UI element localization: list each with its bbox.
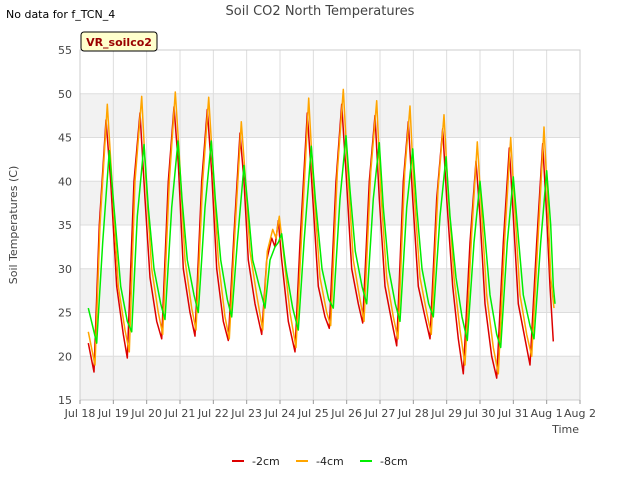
- series-line-2cm: [87, 103, 555, 379]
- chart-title: Soil CO2 North Temperatures: [226, 4, 415, 19]
- x-tick-label: Jul 22: [197, 407, 229, 420]
- legend-label: -4cm: [316, 455, 344, 468]
- y-axis-ticks: 15 20 25 30 35 40 45 50 55: [58, 44, 72, 407]
- plot-band: [80, 181, 580, 225]
- x-tick-label: Jul 26: [330, 407, 362, 420]
- series-line-4cm: [87, 88, 555, 375]
- plot-band: [80, 137, 580, 182]
- plot-background: [80, 50, 580, 400]
- x-tick-label: Jul 25: [297, 407, 329, 420]
- plot-band: [80, 50, 580, 94]
- y-tick-label: 40: [58, 175, 72, 188]
- plot-band: [80, 225, 580, 269]
- x-tick-label: Aug 2: [564, 407, 596, 420]
- x-tick-label: Jul 23: [230, 407, 262, 420]
- y-tick-label: 20: [58, 350, 72, 363]
- x-tick-label: Jul 20: [130, 407, 162, 420]
- station-label: VR_soilco2: [86, 36, 152, 49]
- legend-label: -2cm: [252, 455, 280, 468]
- x-axis-label: Time: [551, 423, 579, 436]
- x-tick-label: Jul 24: [264, 407, 296, 420]
- y-tick-label: 50: [58, 88, 72, 101]
- x-tick-label: Jul 30: [464, 407, 496, 420]
- y-tick-label: 35: [58, 219, 72, 232]
- y-tick-label: 45: [58, 132, 72, 145]
- no-data-note: No data for f_TCN_4: [6, 8, 115, 21]
- x-tick-label: Jul 18: [64, 407, 96, 420]
- y-tick-label: 55: [58, 44, 72, 57]
- y-axis-label: Soil Temperatures (C): [7, 166, 20, 285]
- x-tick-label: Jul 28: [397, 407, 429, 420]
- x-tick-label: Jul 27: [364, 407, 396, 420]
- series-lines: [87, 88, 556, 379]
- y-tick-label: 30: [58, 263, 72, 276]
- series-line-8cm: [87, 134, 556, 349]
- x-tick-label: Aug 1: [531, 407, 563, 420]
- plot-band: [80, 93, 580, 138]
- plot-band: [80, 356, 580, 400]
- x-tick-label: Jul 29: [430, 407, 462, 420]
- legend: -2cm -4cm -8cm: [232, 455, 408, 468]
- x-axis-ticks: Jul 18 Jul 19 Jul 20 Jul 21 Jul 22 Jul 23 Jul …: [64, 400, 596, 420]
- x-tick-label: Jul 19: [97, 407, 129, 420]
- plot-frame: [79, 49, 581, 401]
- x-tick-label: Jul 21: [164, 407, 196, 420]
- y-tick-label: 25: [58, 307, 72, 320]
- x-tick-label: Jul 31: [497, 407, 529, 420]
- y-tick-label: 15: [58, 394, 72, 407]
- legend-label: -8cm: [380, 455, 408, 468]
- station-label-box: VR_soilco2: [80, 31, 158, 52]
